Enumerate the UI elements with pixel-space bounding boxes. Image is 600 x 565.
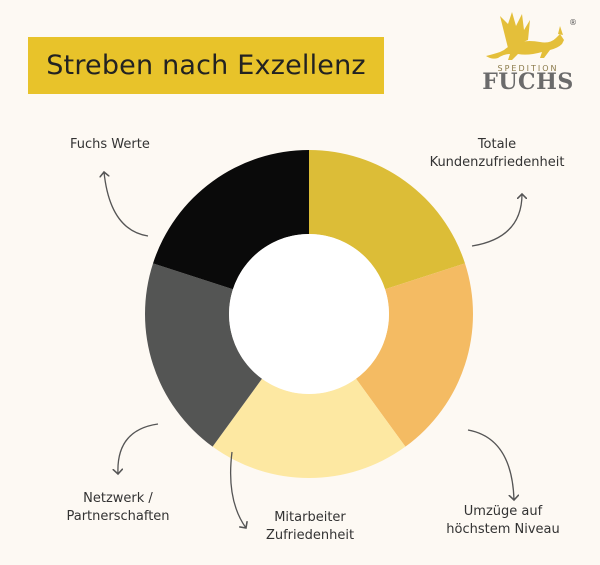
title-banner: Streben nach Exzellenz [28, 37, 384, 94]
arrow-kundenzufriedenheit [471, 194, 522, 247]
registered-mark: ® [569, 18, 577, 27]
arrow-netzwerk [118, 423, 159, 474]
winged-fox-icon [486, 12, 564, 60]
label-umzuege: Umzüge auf höchstem Niveau [418, 503, 588, 539]
donut-segment [309, 150, 465, 290]
label-fuchs-werte: Fuchs Werte [70, 136, 150, 154]
label-kundenzufriedenheit-line1: Totale [477, 137, 517, 152]
logo-subtitle: SPEDITION [497, 64, 559, 73]
donut-segment [212, 378, 406, 478]
label-netzwerk-line1: Netzwerk / [83, 491, 153, 506]
label-mitarbeiter-line2: Zufriedenheit [265, 528, 355, 543]
label-umzuege-line1: Umzüge auf [463, 504, 543, 519]
brand-logo: ® SPEDITION FUCHS [478, 8, 588, 100]
arrow-fuchs-werte [104, 172, 149, 237]
label-kundenzufriedenheit-line2: Kundenzufriedenheit [429, 155, 565, 170]
label-mitarbeiter: Mitarbeiter Zufriedenheit [240, 509, 380, 545]
arrow-mitarbeiter [229, 451, 246, 528]
label-mitarbeiter-line1: Mitarbeiter [274, 510, 346, 525]
logo-brand-name: FUCHS [482, 69, 574, 95]
label-netzwerk-line2: Partnerschaften [66, 509, 170, 524]
page-title: Streben nach Exzellenz [46, 50, 366, 81]
donut-segment [356, 263, 473, 447]
donut-segment [145, 263, 262, 447]
donut-hole [229, 234, 389, 394]
label-umzuege-line2: höchstem Niveau [446, 522, 560, 537]
label-kundenzufriedenheit: Totale Kundenzufriedenheit [402, 136, 592, 172]
label-fuchs-werte-line1: Fuchs Werte [70, 137, 150, 152]
arrow-umzuege [467, 429, 514, 500]
label-netzwerk: Netzwerk / Partnerschaften [44, 490, 192, 526]
donut-segment [153, 150, 309, 290]
